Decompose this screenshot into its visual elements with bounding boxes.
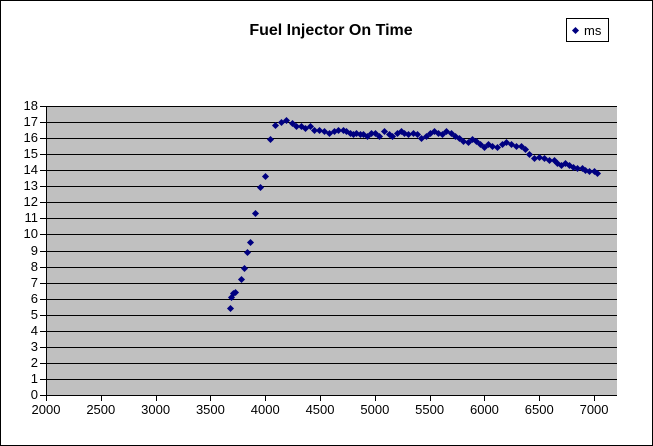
gridline [47, 250, 617, 252]
legend-diamond-marker-icon [571, 26, 580, 34]
y-axis-tick [40, 330, 46, 332]
plot-area [46, 106, 617, 396]
x-axis-tick [320, 396, 322, 401]
x-tick-label: 6000 [469, 402, 499, 417]
x-axis-tick [265, 396, 267, 401]
y-axis-tick [40, 186, 46, 188]
x-axis-tick [484, 396, 486, 401]
x-tick-label: 5000 [360, 402, 390, 417]
gridline [47, 314, 617, 316]
y-axis-tick [40, 395, 46, 396]
y-axis-tick [40, 234, 46, 236]
gridline [47, 362, 617, 364]
y-tick-label: 9 [30, 242, 38, 258]
gridline [47, 170, 617, 172]
x-axis-tick [100, 396, 102, 401]
y-tick-label: 1 [30, 370, 38, 386]
y-axis-tick [40, 170, 46, 172]
y-tick-label: 11 [24, 210, 39, 226]
y-tick-label: 13 [23, 178, 38, 194]
y-tick-label: 17 [23, 114, 38, 130]
gridline [47, 186, 617, 188]
gridline [47, 122, 617, 124]
y-axis-tick [40, 266, 46, 268]
y-tick-label: 7 [30, 274, 38, 290]
y-axis-tick [40, 202, 46, 204]
y-tick-label: 2 [30, 354, 38, 370]
x-tick-label: 4000 [250, 402, 280, 417]
y-axis-tick [40, 298, 46, 300]
x-tick-label: 4500 [305, 402, 335, 417]
x-tick-label: 3500 [195, 402, 225, 417]
x-tick-label: 2000 [31, 402, 61, 417]
y-axis-tick [40, 218, 46, 220]
y-tick-label: 14 [23, 162, 38, 178]
gridline [47, 330, 617, 332]
y-axis-tick [40, 282, 46, 284]
y-tick-label: 0 [30, 387, 38, 402]
gridline [47, 202, 617, 204]
x-axis-tick [429, 396, 431, 401]
y-axis-tick [40, 154, 46, 156]
gridline [47, 282, 617, 284]
legend: ms [566, 18, 609, 42]
x-axis-tick [155, 396, 157, 401]
x-tick-label: 2500 [86, 402, 116, 417]
gridline [47, 106, 617, 107]
y-tick-label: 10 [23, 226, 38, 242]
y-tick-label: 18 [23, 98, 38, 113]
x-axis-tick [210, 396, 212, 401]
gridline [47, 298, 617, 300]
y-axis-tick [40, 250, 46, 252]
chart-title: Fuel Injector On Time [249, 22, 413, 39]
y-tick-label: 4 [30, 322, 38, 338]
y-axis-tick [40, 138, 46, 140]
x-axis-tick [594, 396, 596, 401]
gridline [47, 266, 617, 268]
y-axis-tick [40, 314, 46, 316]
x-axis-tick [539, 396, 541, 401]
y-tick-label: 8 [30, 258, 38, 274]
y-axis-tick [40, 106, 46, 107]
legend-series-label: ms [584, 22, 602, 38]
x-tick-label: 3000 [141, 402, 171, 417]
x-axis-tick [374, 396, 376, 401]
y-tick-label: 12 [23, 194, 38, 210]
y-axis-tick [40, 346, 46, 348]
gridline [47, 346, 617, 348]
gridline [47, 138, 617, 140]
x-tick-label: 6500 [524, 402, 554, 417]
gridline [47, 378, 617, 380]
y-tick-label: 3 [30, 338, 38, 354]
y-tick-label: 15 [23, 146, 38, 162]
gridline [47, 234, 617, 236]
y-tick-label: 16 [23, 130, 38, 146]
y-axis-tick [40, 378, 46, 380]
y-tick-label: 5 [30, 306, 38, 322]
y-tick-label: 6 [30, 290, 38, 306]
y-axis-tick [40, 122, 46, 124]
x-axis-tick [46, 396, 47, 401]
y-axis-tick [40, 362, 46, 364]
gridline [47, 218, 617, 220]
x-tick-label: 5500 [415, 402, 445, 417]
gridline [47, 154, 617, 156]
x-tick-label: 7000 [579, 402, 609, 417]
